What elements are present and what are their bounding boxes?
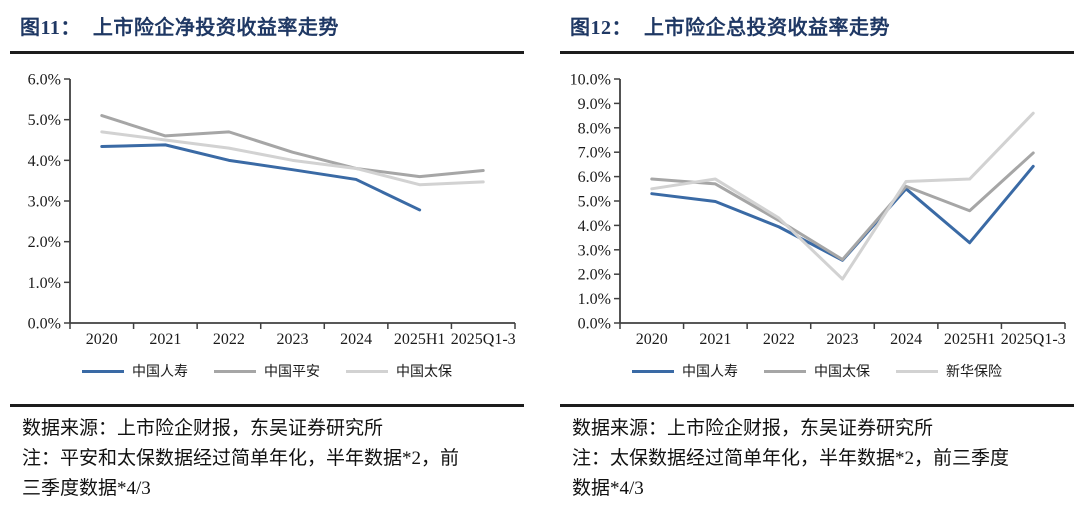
figure-12-number: 图12： <box>570 17 632 39</box>
figure-11-title-text: 上市险企净投资收益率走势 <box>92 17 339 39</box>
legend-line-swatch <box>82 369 124 373</box>
x-tick-label: 2022 <box>213 331 245 348</box>
net-investment-yield-chart: 0.0% 1.0% 2.0% 3.0% 4.0% 5.0% 6.0% 2020 2021 2022… <box>28 72 516 348</box>
x-tick-label: 2025H1 <box>944 331 996 348</box>
x-tick-label: 2024 <box>890 331 922 348</box>
y-tick-label: 2.0% <box>28 234 61 251</box>
legend-line-swatch <box>346 369 388 373</box>
figure-11-title: 图11： 上市险企净投资收益率走势 <box>10 2 524 54</box>
legend-label: 中国人寿 <box>132 365 188 380</box>
figure-11-note-line-2: 三季度数据*4/3 <box>22 478 151 499</box>
figure-12-notes: 数据来源：上市险企财报，东吴证券研究所 注：太保数据经过简单年化，半年数据*2，… <box>560 404 1074 504</box>
x-tick-label: 2021 <box>149 331 181 348</box>
y-tick-label: 9.0% <box>578 96 611 113</box>
x-tick-label: 2025Q1-3 <box>451 331 516 348</box>
figure-12-title-text: 上市险企总投资收益率走势 <box>644 17 890 39</box>
legend-item: 新华保险 <box>896 361 1002 381</box>
y-tick-label: 0.0% <box>578 316 611 333</box>
legend-label: 新华保险 <box>946 365 1002 380</box>
figure-11-notes: 数据来源：上市险企财报，东吴证券研究所 注：平安和太保数据经过简单年化，半年数据… <box>10 404 524 504</box>
figure-12-title: 图12： 上市险企总投资收益率走势 <box>560 2 1074 54</box>
legend-label: 中国平安 <box>264 365 320 380</box>
y-tick-label: 5.0% <box>28 112 61 129</box>
series-line-中国太保 <box>100 130 485 187</box>
y-tick-label: 0.0% <box>28 316 61 333</box>
legend-label: 中国太保 <box>814 365 870 380</box>
y-tick-label: 7.0% <box>578 145 611 162</box>
figure-11-source: 数据来源：上市险企财报，东吴证券研究所 <box>22 418 384 439</box>
figure-12-source: 数据来源：上市险企财报，东吴证券研究所 <box>572 418 934 439</box>
series-line-中国平安 <box>100 114 485 179</box>
figure-11-panel: 图11： 上市险企净投资收益率走势 0.0% 1.0% 2.0% 3.0% 4.0% 5.0… <box>10 2 524 504</box>
x-tick-label: 2025H1 <box>394 331 446 348</box>
x-tick-label: 2025Q1-3 <box>1001 331 1066 348</box>
y-tick-label: 5.0% <box>578 194 611 211</box>
legend-line-swatch <box>896 369 938 373</box>
two-figure-layout: 图11： 上市险企净投资收益率走势 0.0% 1.0% 2.0% 3.0% 4.0% 5.0… <box>10 2 1074 504</box>
y-tick-label: 3.0% <box>28 194 61 211</box>
x-tick-label: 2023 <box>277 331 309 348</box>
legend-label: 中国太保 <box>396 365 452 380</box>
y-tick-label: 1.0% <box>28 275 61 292</box>
x-tick-label: 2023 <box>827 331 859 348</box>
figure-12-note-line-1: 注：太保数据经过简单年化，半年数据*2，前三季度 <box>572 448 1010 469</box>
legend-label: 中国人寿 <box>682 365 738 380</box>
series-line-中国人寿 <box>100 143 422 212</box>
x-tick-label: 2024 <box>340 331 372 348</box>
y-tick-label: 2.0% <box>578 267 611 284</box>
series-line-中国太保 <box>650 151 1035 262</box>
legend-item: 中国太保 <box>346 361 452 381</box>
series-line-新华保险 <box>650 111 1035 281</box>
legend-item: 中国太保 <box>764 361 870 381</box>
net-yield-chart-legend: 中国人寿 中国平安 中国太保 <box>10 360 524 382</box>
x-tick-label: 2020 <box>636 331 668 348</box>
figure-11-number: 图11： <box>20 17 81 39</box>
legend-item: 中国平安 <box>214 361 320 381</box>
y-tick-label: 1.0% <box>578 291 611 308</box>
legend-line-swatch <box>214 369 256 373</box>
y-tick-label: 6.0% <box>578 169 611 186</box>
figure-12-panel: 图12： 上市险企总投资收益率走势 0.0% 1.0% 2.0% 3.0% 4.0% 5.0… <box>560 2 1074 504</box>
y-tick-label: 4.0% <box>578 218 611 235</box>
legend-line-swatch <box>632 369 674 373</box>
y-tick-label: 3.0% <box>578 242 611 259</box>
figure-12-note-line-2: 数据*4/3 <box>572 478 644 499</box>
x-tick-label: 2020 <box>86 331 118 348</box>
y-tick-label: 8.0% <box>578 120 611 137</box>
legend-item: 中国人寿 <box>82 361 188 381</box>
y-tick-label: 4.0% <box>28 153 61 170</box>
figure-11-note-line-1: 注：平安和太保数据经过简单年化，半年数据*2，前 <box>22 448 460 469</box>
y-tick-label: 10.0% <box>570 72 611 89</box>
total-investment-yield-chart: 0.0% 1.0% 2.0% 3.0% 4.0% 5.0% 6.0% 7.0% 8.0% 9.0%… <box>570 72 1066 348</box>
legend-item: 中国人寿 <box>632 361 738 381</box>
x-tick-label: 2021 <box>699 331 731 348</box>
total-yield-chart-legend: 中国人寿 中国太保 新华保险 <box>560 360 1074 382</box>
x-tick-label: 2022 <box>763 331 795 348</box>
legend-line-swatch <box>764 369 806 373</box>
y-tick-label: 6.0% <box>28 72 61 89</box>
